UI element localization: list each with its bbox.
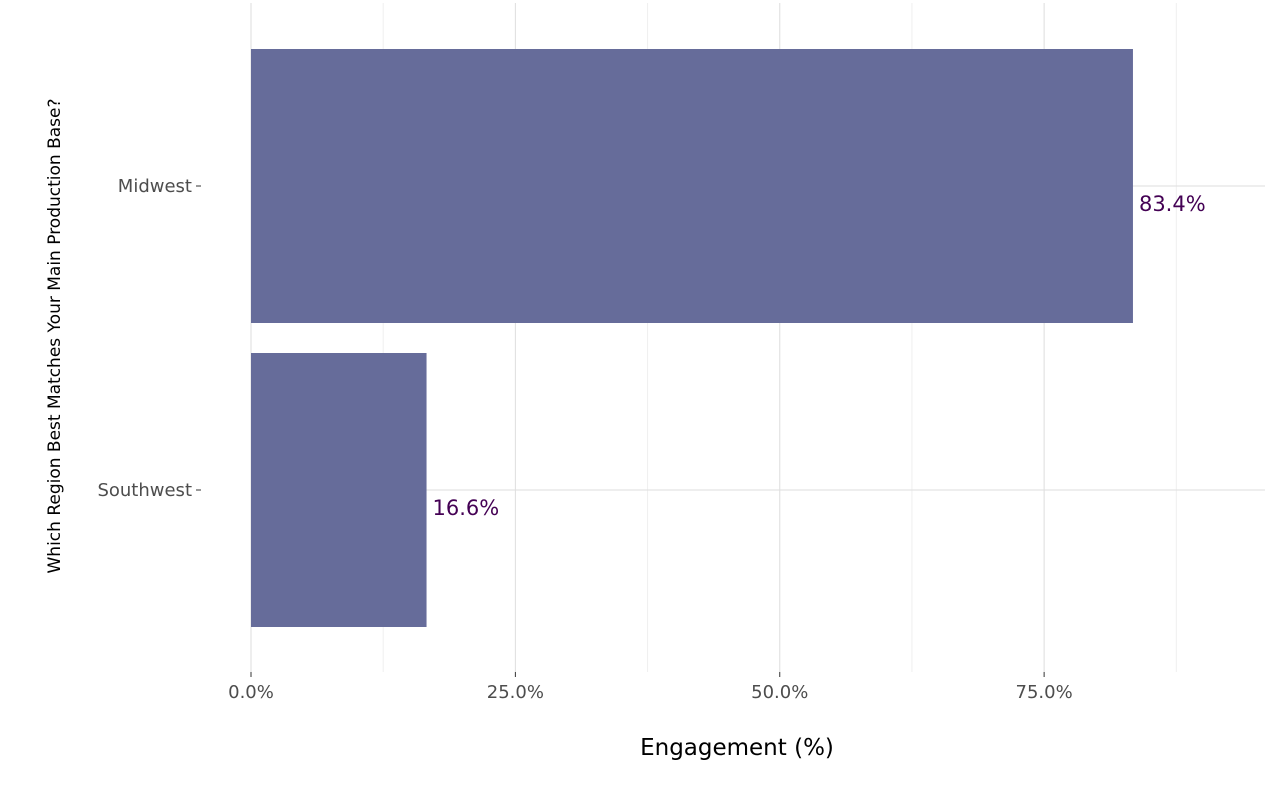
x-axis-title: Engagement (%)	[640, 735, 834, 761]
bar-value-label: 16.6%	[433, 496, 500, 520]
y-axis-ticks: Midwest Southwest	[97, 176, 201, 501]
bar-value-label: 83.4%	[1139, 192, 1206, 216]
y-tick-label: Southwest	[97, 480, 192, 501]
x-tick-label: 50.0%	[751, 682, 808, 703]
bar-midwest	[251, 49, 1133, 323]
bars	[251, 49, 1133, 627]
bar-southwest	[251, 353, 427, 627]
y-tick-label: Midwest	[118, 176, 192, 197]
y-axis-title: Which Region Best Matches Your Main Prod…	[45, 98, 65, 573]
x-tick-label: 25.0%	[487, 682, 544, 703]
x-tick-label: 0.0%	[228, 682, 274, 703]
x-tick-label: 75.0%	[1016, 682, 1073, 703]
x-axis-ticks: 0.0% 25.0% 50.0% 75.0%	[228, 672, 1073, 703]
data-labels: 83.4% 16.6%	[433, 192, 1206, 520]
